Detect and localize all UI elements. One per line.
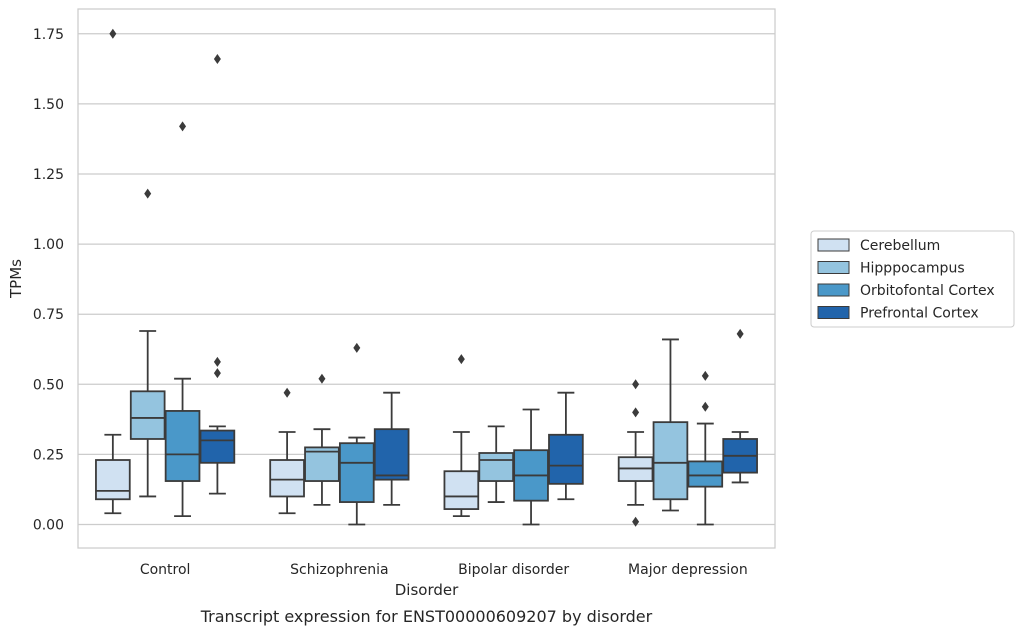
legend-label: Orbitofontal Cortex <box>860 283 995 299</box>
outlier-point <box>353 342 361 353</box>
y-tick-label: 1.50 <box>33 97 64 113</box>
legend-swatch <box>817 283 850 297</box>
y-tick-label: 1.00 <box>33 237 64 253</box>
legend-swatch <box>817 306 850 319</box>
y-tick-label: 1.25 <box>33 167 64 183</box>
box-3-0 <box>617 379 654 527</box>
y-tick-label: 1.75 <box>33 27 64 43</box>
box-iqr <box>164 410 201 482</box>
outlier-point <box>457 354 465 365</box>
outlier-point <box>318 373 326 384</box>
y-tick-label: 0.50 <box>33 377 64 393</box>
box-iqr <box>338 442 375 503</box>
box-iqr <box>269 459 305 498</box>
outlier-point <box>109 28 117 39</box>
box-0-2 <box>164 121 201 517</box>
x-axis-ticks: Control Schizophrenia Bipolar disorder Majo… <box>140 562 748 578</box>
box-2-2 <box>513 408 549 526</box>
legend-frame <box>810 230 1015 328</box>
box-iqr <box>304 446 340 482</box>
box-1-2 <box>338 342 375 526</box>
chart-caption: Transcript expression for ENST0000060920… <box>200 607 653 626</box>
outlier-point <box>283 387 291 398</box>
outlier-point <box>213 54 221 65</box>
box-0-0 <box>95 28 131 515</box>
box-2-3 <box>548 391 584 501</box>
legend-label: Prefrontal Cortex <box>860 306 979 322</box>
y-tick-label: 0.75 <box>33 307 64 323</box>
box-iqr <box>129 390 166 440</box>
box-iqr <box>373 428 410 481</box>
legend-swatch <box>817 261 850 274</box>
box-3-3 <box>722 328 758 484</box>
box-iqr <box>652 421 689 501</box>
box-3-1 <box>652 338 689 512</box>
box-iqr <box>443 470 480 510</box>
box-1-3 <box>373 391 410 506</box>
x-tick-label: Schizophrenia <box>290 562 388 578</box>
outlier-point <box>632 407 640 418</box>
box-1-1 <box>304 373 340 506</box>
x-axis-title: Disorder <box>395 581 459 599</box>
outlier-point <box>701 370 709 381</box>
outlier-point <box>632 516 640 527</box>
legend-swatch <box>817 238 850 252</box>
outlier-point <box>144 188 152 199</box>
box-0-3 <box>199 54 236 495</box>
y-tick-label: 0.00 <box>33 518 64 534</box>
outlier-point <box>213 368 221 379</box>
legend-label: Cerebellum <box>860 238 940 254</box>
outlier-point <box>632 379 640 390</box>
x-tick-label: Bipolar disorder <box>458 562 569 578</box>
box-iqr <box>95 459 131 501</box>
outlier-point <box>179 121 187 132</box>
x-tick-label: Major depression <box>628 562 748 578</box>
plot-area-frame <box>77 8 776 549</box>
box-3-2 <box>687 370 724 526</box>
box-iqr <box>548 433 584 485</box>
box-iqr <box>687 460 724 488</box>
outlier-point <box>701 401 709 412</box>
y-axis-ticks: 0.00 0.25 0.50 0.75 1.00 1.25 1.50 1.75 <box>33 27 64 534</box>
box-0-1 <box>129 188 166 498</box>
legend-label: Hipppocampus <box>860 261 965 277</box>
legend: Cerebellum Hipppocampus Orbitofontal Corte… <box>810 230 1015 328</box>
outlier-point <box>213 356 221 367</box>
box-iqr <box>478 452 515 482</box>
box-2-1 <box>478 425 515 503</box>
box-2-0 <box>443 354 480 517</box>
box-1-0 <box>269 387 305 515</box>
y-axis-title: TPMs <box>7 259 25 299</box>
box-series-layer <box>95 28 758 527</box>
y-tick-label: 0.25 <box>33 447 64 463</box>
box-iqr <box>199 429 236 464</box>
outlier-point <box>736 328 744 339</box>
x-tick-label: Control <box>140 562 191 578</box>
